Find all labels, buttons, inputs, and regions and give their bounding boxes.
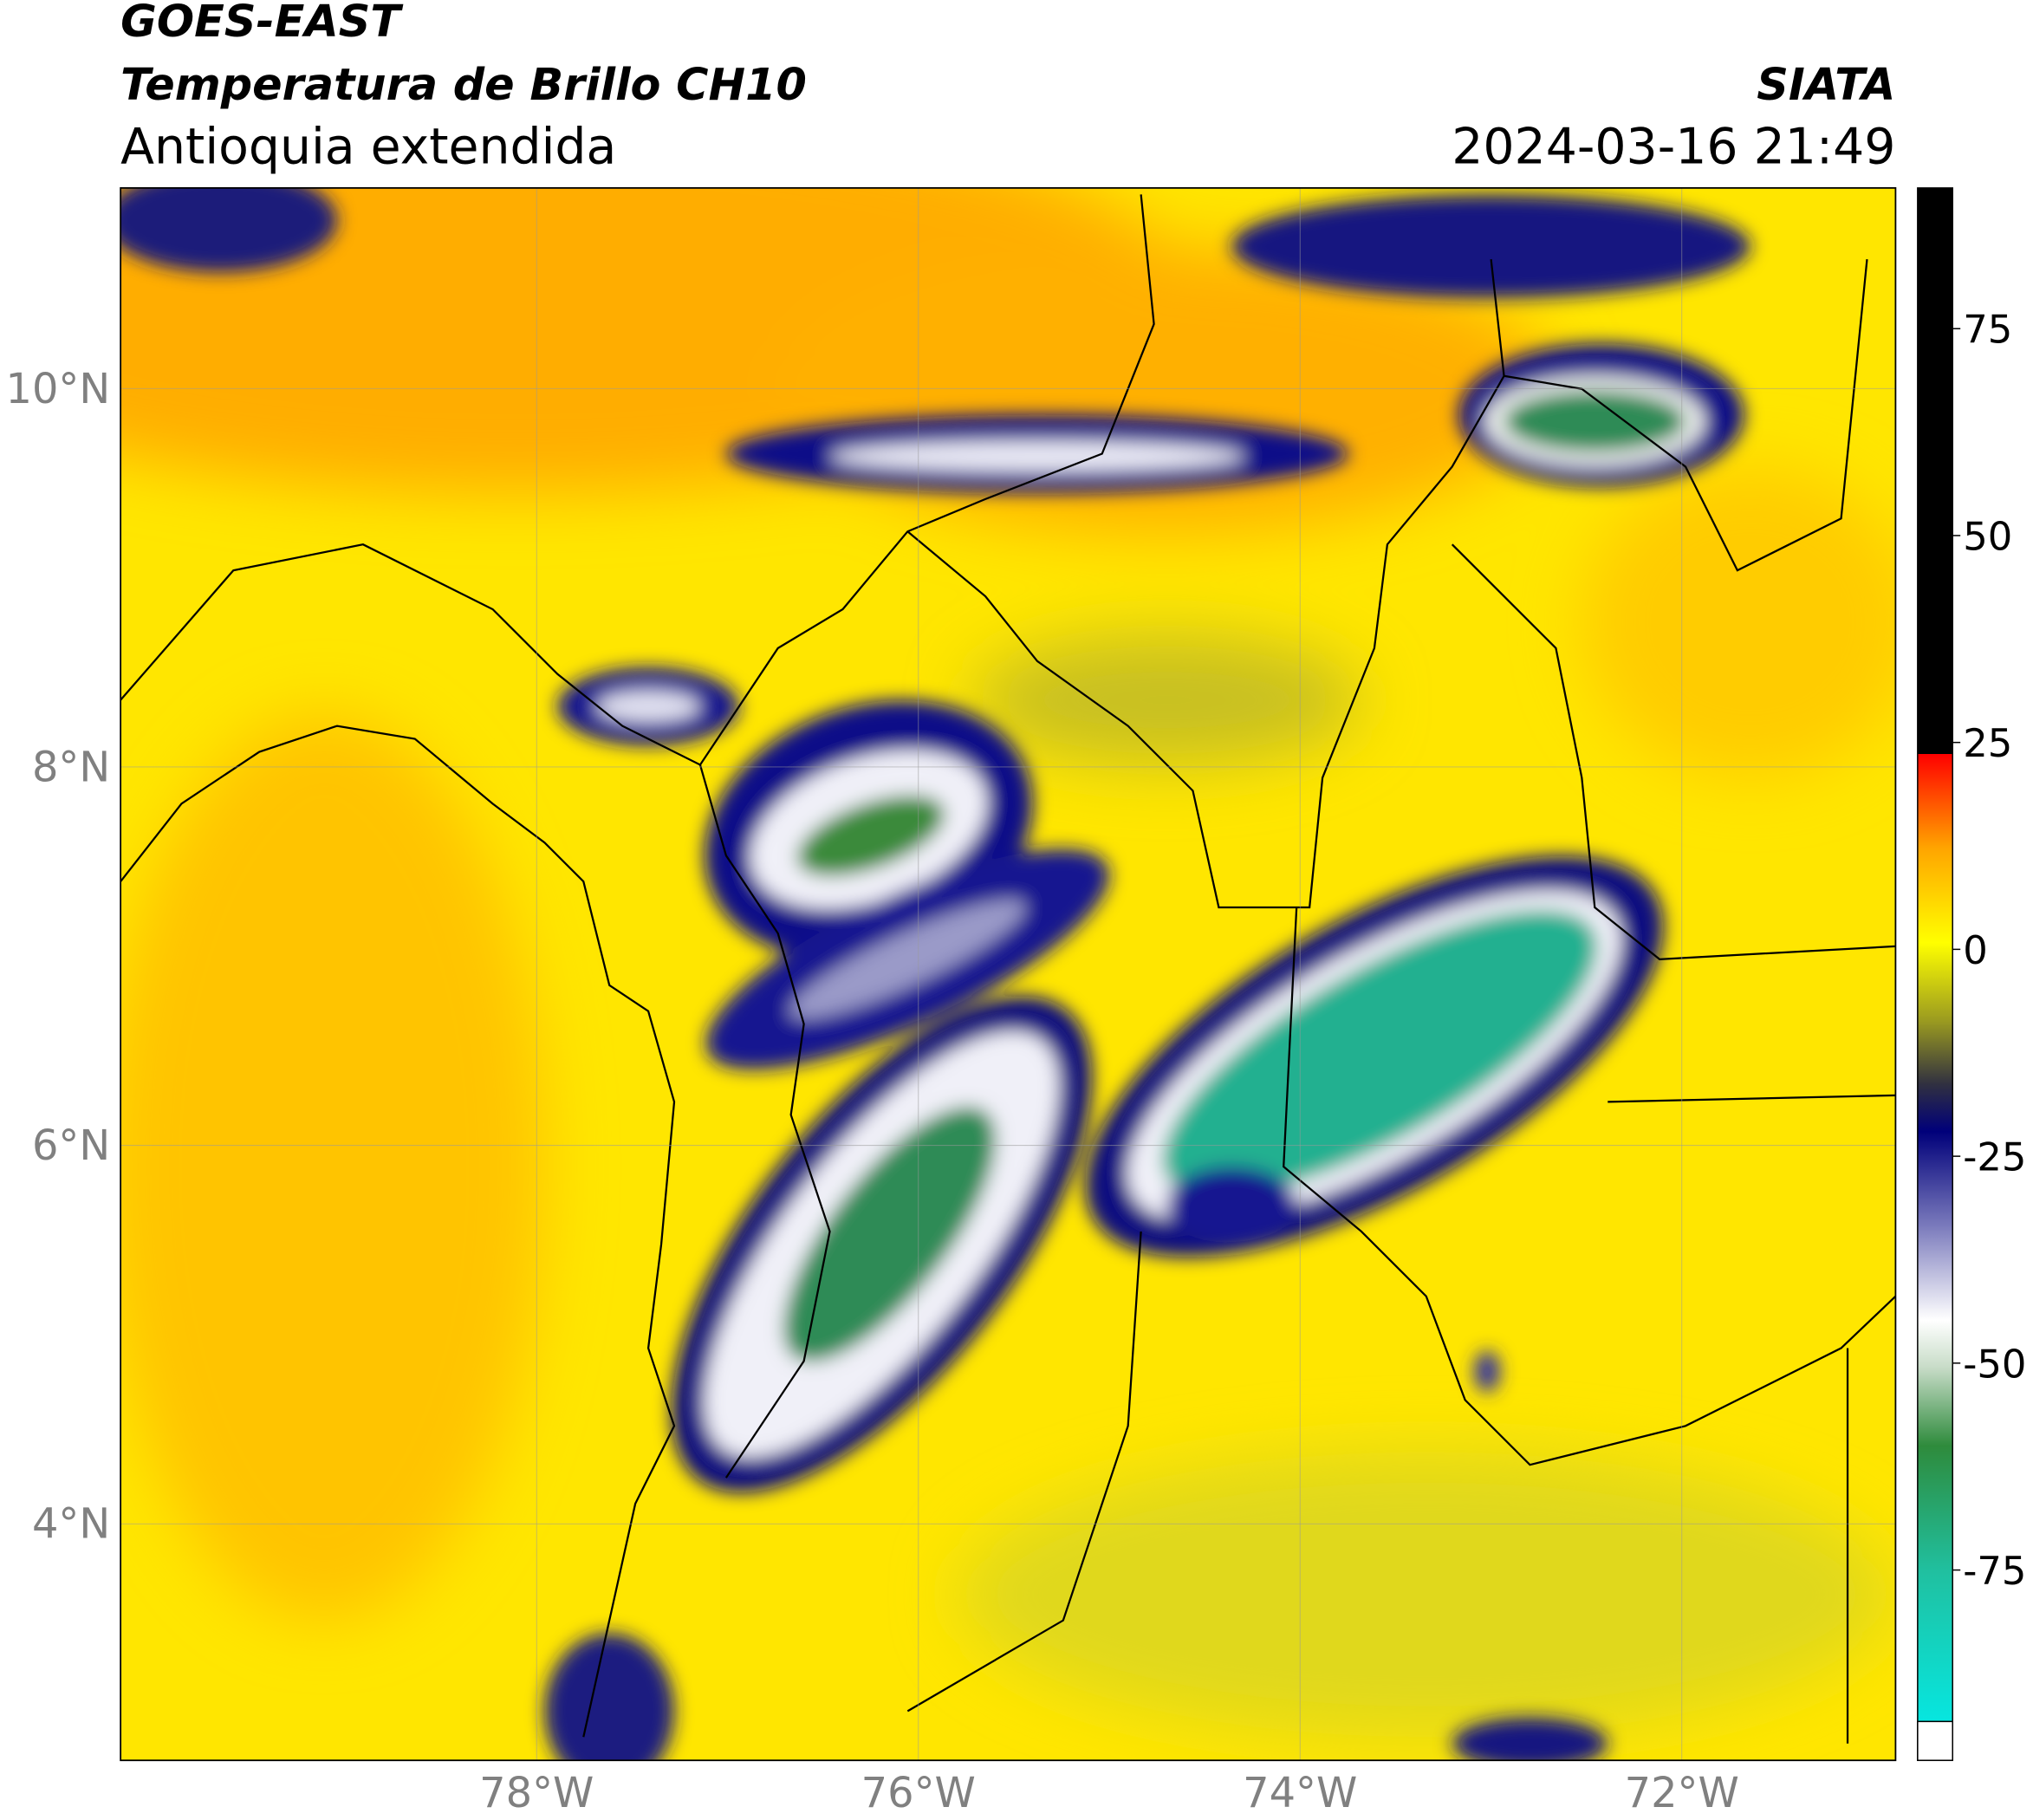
lon-label: 72°W <box>1625 1770 1739 1817</box>
lat-label: 8°N <box>32 744 110 791</box>
lat-label: 6°N <box>32 1122 110 1170</box>
satellite-title: GOES-EAST <box>120 0 404 47</box>
lon-label: 76°W <box>861 1770 976 1817</box>
map-frame <box>120 186 1897 1762</box>
region-subtitle: Antioquia extendida <box>120 118 616 175</box>
source-title: SIATA <box>1757 59 1895 110</box>
colorbar-tick-label: -50 <box>1963 1341 2026 1387</box>
lat-label: 10°N <box>6 366 111 413</box>
lat-label: 4°N <box>32 1501 110 1549</box>
product-title: Temperatura de Brillo CH10 <box>120 59 807 110</box>
colorbar-under <box>1917 1720 1953 1761</box>
colorbar-tick-label: 75 <box>1963 307 2012 353</box>
grid <box>120 187 1896 1761</box>
datetime: 2024-03-16 21:49 <box>1452 118 1895 175</box>
lon-label: 78°W <box>479 1770 594 1817</box>
map-image <box>120 187 1896 1761</box>
colorbar <box>1917 187 1953 1761</box>
lon-label: 74°W <box>1243 1770 1357 1817</box>
colorbar-tick-label: -25 <box>1963 1134 2026 1180</box>
colorbar-tick-label: 0 <box>1963 927 1988 973</box>
colorbar-tick-label: -75 <box>1963 1548 2026 1594</box>
colorbar-tick-label: 25 <box>1963 720 2012 766</box>
colorbar-tick-label: 50 <box>1963 513 2012 559</box>
